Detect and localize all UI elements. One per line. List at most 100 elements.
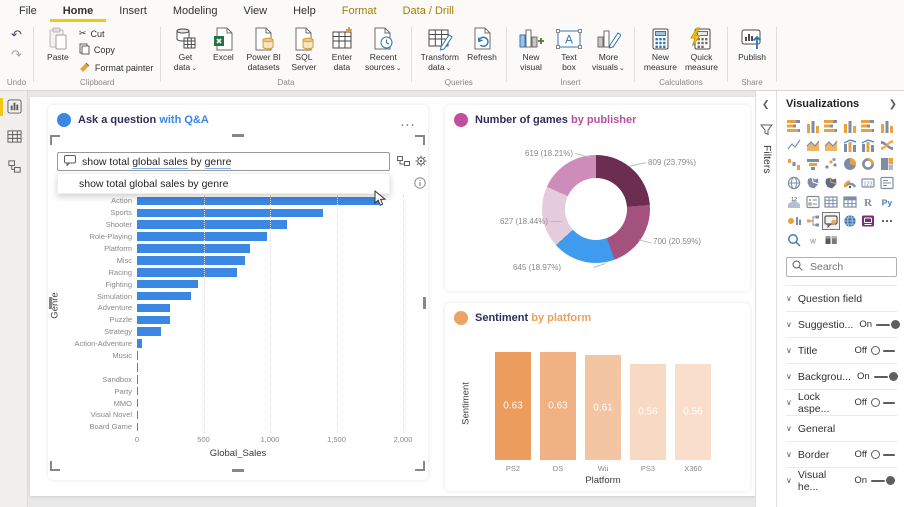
donut-chart-icon[interactable] [860, 156, 876, 172]
format-section-row[interactable]: ∨ Question field [786, 285, 897, 311]
matrix-icon[interactable] [842, 194, 858, 210]
get-data-button[interactable]: Get data⌄ [166, 25, 204, 74]
data-bar[interactable] [137, 386, 138, 396]
table-icon[interactable] [823, 194, 839, 210]
format-search-box[interactable] [786, 257, 897, 277]
collapse-visualizations-icon[interactable]: ❯ [888, 98, 897, 110]
qna-search-icon[interactable] [786, 232, 802, 248]
toggle-on[interactable]: On [857, 371, 900, 382]
quick-measure-button[interactable]: Quick measure [681, 25, 722, 73]
sentiment-column[interactable]: 0.63 [495, 352, 531, 460]
data-bar[interactable] [137, 291, 191, 301]
stacked-bar-chart-icon[interactable] [786, 118, 802, 134]
toggle-off[interactable]: Off [855, 345, 898, 356]
copy-button[interactable]: Copy [77, 42, 156, 58]
sentiment-column[interactable]: 0.56 [675, 364, 711, 460]
data-bar[interactable] [137, 363, 138, 372]
sentiment-column-visual[interactable]: Sentiment by platform 0.63 0.63 0.61 0.5… [445, 303, 750, 491]
qna-settings-gear-icon[interactable] [415, 154, 427, 172]
ribbon-tab-home[interactable]: Home [50, 0, 107, 22]
redo-icon[interactable]: ↷ [11, 47, 22, 62]
shape-map-icon[interactable] [823, 175, 839, 191]
format-section-row[interactable]: ∨ Title Off [786, 337, 897, 363]
ribbon-chart-icon[interactable] [879, 137, 895, 153]
turn-into-standard-visual-icon[interactable] [397, 154, 410, 172]
slicer-icon[interactable] [805, 194, 821, 210]
data-bar[interactable] [137, 422, 138, 432]
publisher-donut-visual[interactable]: Number of games by publisher 809 (23.79%… [445, 105, 750, 291]
recent-sources-button[interactable]: Recent sources⌄ [361, 25, 406, 74]
funnel-chart-icon[interactable] [805, 156, 821, 172]
line-stacked-column-chart-icon[interactable] [842, 137, 858, 153]
ribbon-tab-format[interactable]: Format [341, 5, 377, 17]
clustered-bar-chart-icon[interactable] [823, 118, 839, 134]
undo-icon[interactable]: ↶ [11, 27, 22, 42]
word-custom-visual-icon[interactable]: w [805, 232, 821, 248]
transform-data-button[interactable]: Transform data⌄ [417, 25, 463, 74]
sentiment-column[interactable]: 0.56 [630, 364, 666, 460]
data-bar[interactable] [137, 279, 199, 289]
100-stacked-column-chart-icon[interactable] [879, 118, 895, 134]
gauge-icon[interactable] [842, 175, 858, 191]
filled-map-icon[interactable] [805, 175, 821, 191]
sql-server-button[interactable]: SQL Server [285, 25, 323, 73]
expand-filters-icon[interactable]: ❮ [762, 99, 770, 109]
more-visuals-ellipsis-icon[interactable] [879, 213, 895, 229]
new-visual-button[interactable]: New visual [512, 25, 550, 73]
data-bar[interactable] [137, 220, 287, 229]
r-script-visual-icon[interactable]: R [860, 194, 876, 210]
clustered-column-chart-icon[interactable] [842, 118, 858, 134]
excel-button[interactable]: Excel [204, 25, 242, 63]
ribbon-tab-modeling[interactable]: Modeling [172, 5, 218, 17]
sentiment-column[interactable]: 0.63 [540, 352, 576, 460]
data-bar[interactable] [137, 375, 138, 384]
paired-custom-visual-icon[interactable] [823, 232, 839, 248]
model-view-button[interactable] [0, 151, 28, 181]
scatter-chart-icon[interactable] [823, 156, 839, 172]
ribbon-tab-insert[interactable]: Insert [119, 5, 147, 17]
data-bar[interactable] [137, 196, 380, 206]
ribbon-tab-view[interactable]: View [243, 5, 268, 17]
smart-narrative-icon[interactable] [842, 213, 858, 229]
paginated-report-icon[interactable] [860, 213, 876, 229]
line-chart-icon[interactable] [786, 137, 802, 153]
paste-button[interactable]: Paste [39, 25, 77, 63]
format-section-row[interactable]: ∨ General [786, 415, 897, 441]
enter-data-button[interactable]: Enter data [323, 25, 361, 73]
qna-visual-icon[interactable] [822, 212, 840, 230]
new-measure-button[interactable]: New measure [640, 25, 681, 73]
qna-suggestion-item[interactable]: show total global sales by genre [57, 173, 390, 194]
cut-button[interactable]: ✂ Cut [78, 28, 105, 39]
pie-chart-icon[interactable] [842, 156, 858, 172]
qna-visual[interactable]: Ask a question with Q&A ... show total g… [48, 105, 428, 480]
text-box-button[interactable]: A Text box [550, 25, 588, 73]
toggle-on[interactable]: On [854, 475, 897, 486]
area-chart-icon[interactable] [805, 137, 821, 153]
format-section-row[interactable]: ∨ Backgrou... On [786, 363, 900, 389]
search-input[interactable] [808, 260, 891, 274]
format-section-row[interactable]: ∨ Lock aspe... Off [786, 389, 897, 415]
treemap-icon[interactable] [879, 156, 895, 172]
ribbon-tab-data-drill[interactable]: Data / Drill [402, 5, 454, 17]
format-section-row[interactable]: ∨ Border Off [786, 441, 897, 467]
sentiment-column[interactable]: 0.61 [585, 355, 621, 460]
data-bar[interactable] [137, 256, 245, 265]
more-visuals-button[interactable]: More visuals⌄ [588, 25, 629, 74]
data-bar[interactable] [137, 410, 138, 420]
format-section-row[interactable]: ∨ Suggestio... On [786, 311, 900, 337]
data-bar[interactable] [137, 339, 143, 348]
qna-question-input[interactable]: show total global sales by genre [57, 152, 390, 171]
toggle-off[interactable]: Off [855, 397, 898, 408]
powerbi-datasets-button[interactable]: Power BI datasets [242, 25, 285, 73]
filters-pane-label[interactable]: Filters [761, 145, 773, 174]
stacked-column-chart-icon[interactable] [805, 118, 821, 134]
data-view-button[interactable] [0, 121, 28, 151]
multi-row-card-icon[interactable] [879, 175, 895, 191]
100-stacked-bar-chart-icon[interactable] [860, 118, 876, 134]
data-bar[interactable] [137, 303, 171, 313]
python-visual-icon[interactable]: Py [879, 194, 895, 210]
card-icon[interactable]: 123 [860, 175, 876, 191]
format-painter-button[interactable]: Format painter [77, 60, 156, 76]
refresh-button[interactable]: Refresh [463, 25, 501, 63]
format-section-row[interactable]: ∨ Visual he... On [786, 467, 897, 493]
